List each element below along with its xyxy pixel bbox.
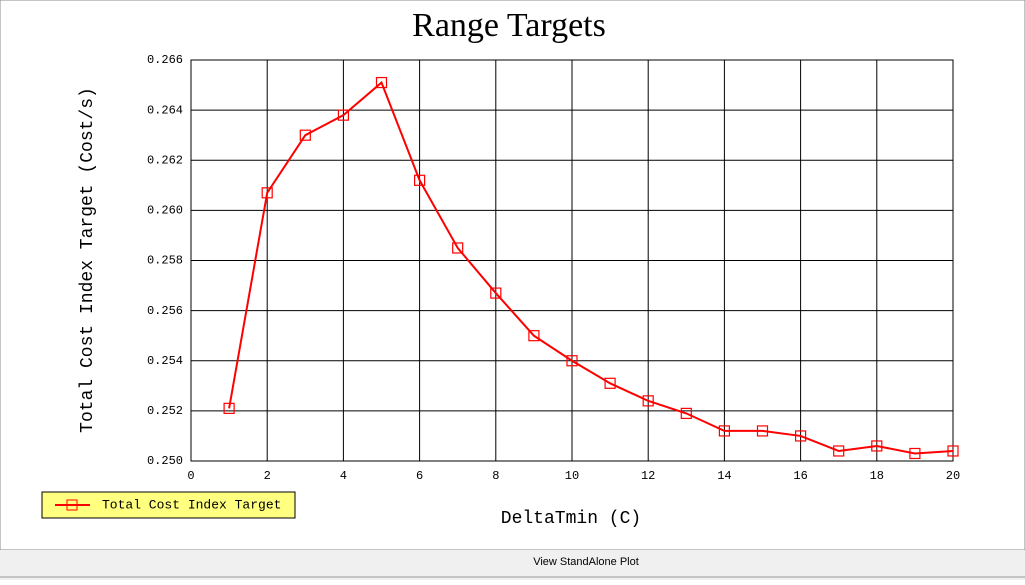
data-point bbox=[756, 425, 769, 437]
x-tick-label: 20 bbox=[946, 469, 960, 483]
data-point bbox=[452, 242, 464, 254]
legend-label: Total Cost Index Target bbox=[102, 497, 281, 512]
data-point bbox=[718, 425, 731, 437]
data-point bbox=[261, 187, 273, 199]
x-tick-label: 8 bbox=[492, 469, 499, 483]
data-point bbox=[337, 109, 349, 121]
footer-button[interactable]: View StandAlone Plot bbox=[533, 556, 639, 568]
data-point bbox=[299, 129, 311, 141]
series-line bbox=[228, 80, 954, 455]
chart-title: Range Targets bbox=[412, 7, 606, 44]
data-point bbox=[375, 76, 388, 89]
x-tick-label: 2 bbox=[264, 469, 271, 483]
y-tick-label: 0.250 bbox=[147, 454, 183, 468]
y-tick-label: 0.256 bbox=[147, 304, 183, 318]
footer-bar bbox=[0, 550, 1025, 580]
data-point bbox=[528, 330, 540, 342]
data-point bbox=[833, 445, 845, 457]
data-point bbox=[490, 287, 502, 299]
data-point bbox=[414, 174, 426, 186]
chart-frame bbox=[0, 0, 1025, 551]
data-point bbox=[680, 407, 692, 419]
x-tick-label: 12 bbox=[641, 469, 655, 483]
plot-border bbox=[190, 59, 954, 462]
y-tick-label: 0.262 bbox=[147, 153, 183, 167]
data-point bbox=[947, 445, 959, 457]
data-point bbox=[871, 440, 883, 452]
x-tick-label: 0 bbox=[187, 469, 194, 483]
x-axis-label: DeltaTmin (C) bbox=[501, 509, 641, 529]
x-tick-label: 4 bbox=[340, 469, 347, 483]
data-point bbox=[909, 447, 921, 460]
y-tick-label: 0.254 bbox=[147, 354, 183, 368]
y-tick-label: 0.252 bbox=[147, 404, 183, 418]
data-point bbox=[566, 355, 578, 367]
y-tick-label: 0.260 bbox=[147, 204, 183, 218]
legend-marker bbox=[66, 499, 78, 511]
data-point bbox=[794, 430, 807, 442]
y-tick-label: 0.258 bbox=[147, 254, 183, 268]
x-tick-label: 16 bbox=[793, 469, 807, 483]
x-tick-label: 18 bbox=[870, 469, 884, 483]
data-point bbox=[642, 395, 654, 407]
y-tick-label: 0.266 bbox=[147, 53, 183, 67]
y-axis-label: Total Cost Index Target (Cost/s) bbox=[78, 87, 98, 433]
data-point bbox=[604, 377, 616, 389]
x-tick-label: 14 bbox=[717, 469, 731, 483]
data-point bbox=[223, 402, 235, 414]
x-tick-label: 6 bbox=[416, 469, 423, 483]
y-tick-label: 0.264 bbox=[147, 103, 183, 117]
x-tick-label: 10 bbox=[565, 469, 579, 483]
